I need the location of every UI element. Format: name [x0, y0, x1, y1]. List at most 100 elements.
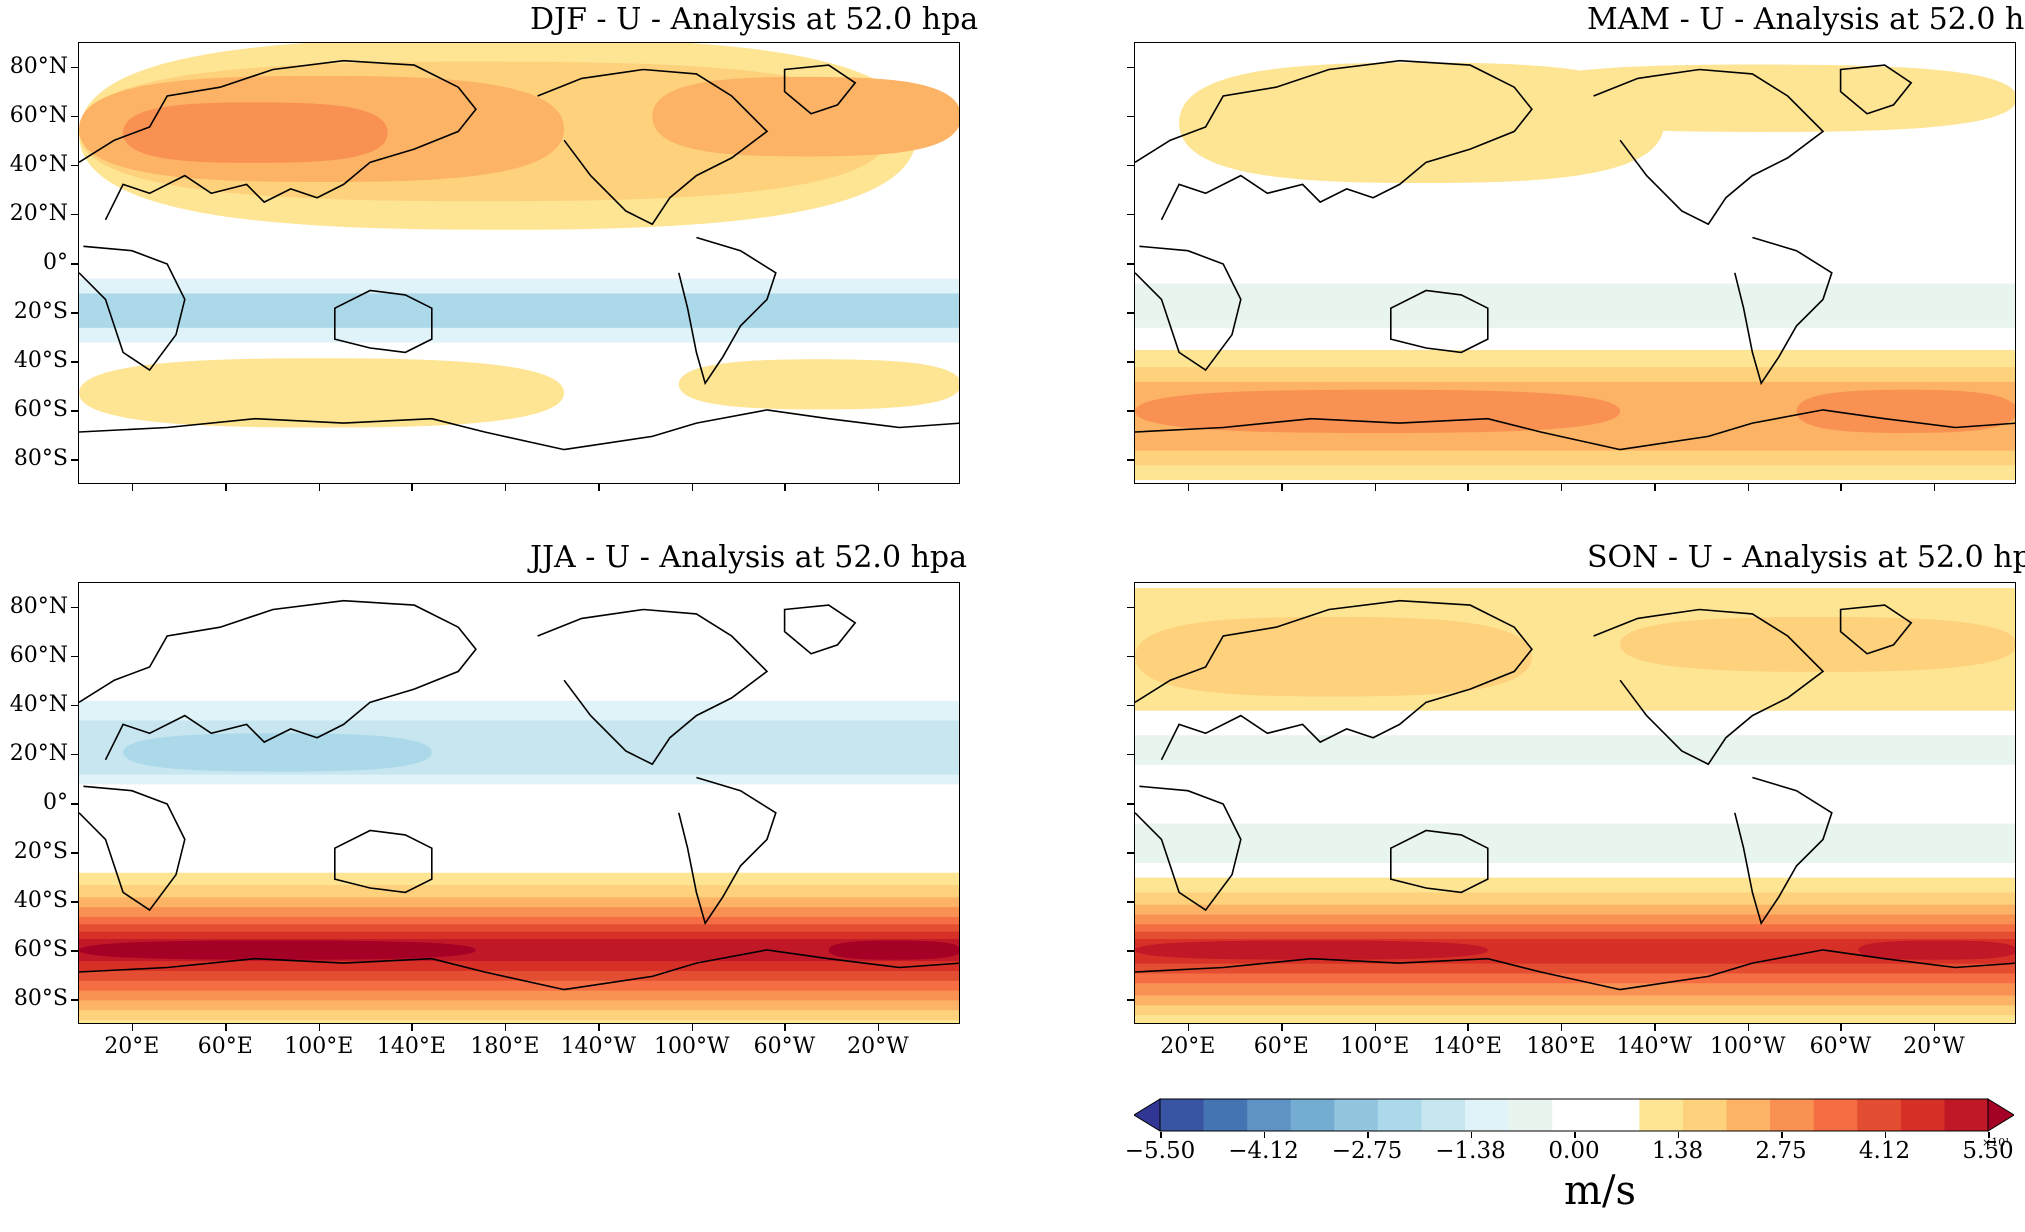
lat-tick — [71, 852, 78, 854]
lat-tick — [1127, 704, 1134, 707]
lat-label: 60°N — [9, 642, 68, 668]
contour-band — [1135, 940, 1488, 960]
lat-label: 60°S — [13, 937, 68, 963]
map-field — [79, 43, 959, 451]
colorbar-segment — [1726, 1099, 1771, 1131]
colorbar-tick-label: 5.50 — [1962, 1138, 2014, 1164]
lon-tick — [1467, 484, 1469, 491]
colorbar-tick — [1781, 1132, 1783, 1138]
colorbar-tick — [1677, 1132, 1679, 1138]
lon-tick — [1654, 484, 1656, 491]
coastline — [79, 599, 477, 761]
lon-tick — [1747, 1024, 1750, 1031]
colorbar-tick-label: 2.75 — [1755, 1138, 1807, 1164]
lat-tick — [71, 901, 78, 903]
lat-label: 20°N — [9, 740, 68, 766]
colorbar-segment — [1770, 1099, 1815, 1131]
colorbar-segment — [1203, 1099, 1248, 1131]
lon-tick — [598, 1024, 600, 1031]
lon-tick — [598, 484, 600, 491]
lon-tick — [691, 1024, 694, 1031]
colorbar-segment — [1508, 1099, 1553, 1131]
lat-tick — [71, 115, 78, 118]
lat-label: 20°S — [13, 839, 68, 865]
contour-band — [1505, 64, 2015, 132]
contour-band — [79, 940, 476, 960]
lon-tick — [1374, 484, 1377, 491]
lat-tick — [1127, 410, 1134, 412]
lat-tick — [71, 213, 78, 216]
lon-label: 100°E — [1340, 1034, 1410, 1059]
colorbar-extend-min — [1134, 1098, 1161, 1132]
colorbar-segment — [1813, 1099, 1858, 1131]
contour-band — [1135, 735, 2015, 765]
lat-tick — [71, 410, 78, 412]
lat-tick — [71, 459, 78, 461]
contour-band — [79, 358, 565, 428]
panel-title: SON - U - Analysis at 52.0 hpa — [1587, 540, 2025, 575]
colorbar-tick-label: −1.38 — [1435, 1138, 1506, 1164]
lon-label: 180°E — [470, 1034, 540, 1059]
lat-tick — [71, 66, 78, 69]
lon-tick — [691, 484, 694, 491]
coastlines — [1135, 599, 2015, 991]
lat-tick — [71, 263, 78, 265]
lat-tick — [1127, 852, 1134, 854]
lat-tick — [71, 999, 78, 1001]
coastlines — [79, 599, 959, 991]
map-field — [79, 599, 959, 1023]
coastline — [678, 236, 777, 386]
contour-band — [1135, 823, 2015, 863]
coastline — [1734, 776, 1833, 926]
colorbar-tick — [1160, 1132, 1162, 1138]
lat-tick — [71, 704, 78, 707]
lat-tick — [71, 164, 78, 167]
lat-tick — [1127, 901, 1134, 903]
coastline — [1593, 68, 1825, 226]
lat-tick — [1127, 213, 1134, 216]
colorbar-tick-label: −2.75 — [1331, 1138, 1403, 1164]
panel-title: DJF - U - Analysis at 52.0 hpa — [530, 2, 979, 37]
lat-tick — [1127, 803, 1134, 805]
lon-tick — [504, 1024, 507, 1031]
lon-tick — [1840, 1024, 1842, 1031]
colorbar-segment — [1552, 1099, 1597, 1131]
lon-tick — [1187, 484, 1190, 491]
lon-tick — [318, 1024, 321, 1031]
lon-tick — [1281, 484, 1283, 491]
lat-tick — [71, 312, 78, 314]
colorbar-segment — [1334, 1099, 1379, 1131]
colorbar-tick — [1574, 1132, 1576, 1138]
colorbar-exponent: ×10¹ — [1982, 1136, 2010, 1149]
lat-label: 0° — [43, 790, 68, 815]
colorbar-segment — [1247, 1099, 1292, 1131]
colorbar-segment — [1857, 1099, 1902, 1131]
lon-tick — [131, 484, 134, 491]
lon-label: 20°E — [104, 1034, 160, 1059]
lat-label: 80°N — [9, 53, 68, 79]
contour-band — [678, 359, 959, 410]
lat-tick — [1127, 655, 1134, 658]
colorbar-segment — [1160, 1099, 1205, 1131]
coastline — [334, 829, 433, 894]
coastline — [783, 64, 857, 115]
lat-tick — [1127, 950, 1134, 952]
lon-label: 140°E — [1432, 1034, 1502, 1059]
lat-tick — [71, 803, 78, 805]
lon-tick — [877, 484, 880, 491]
lon-tick — [1281, 1024, 1283, 1031]
map-field — [1135, 59, 2015, 481]
colorbar-frame — [1159, 1098, 1989, 1132]
contour-band — [828, 940, 959, 960]
contour-band — [1858, 940, 2015, 960]
coastline — [1135, 245, 1242, 372]
lon-label: 140°W — [1616, 1034, 1693, 1059]
coastline — [1839, 604, 1913, 655]
lon-label: 60°W — [753, 1034, 816, 1059]
lon-tick — [1467, 1024, 1469, 1031]
lat-tick — [71, 361, 78, 363]
coastline — [79, 785, 186, 912]
lon-label: 140°W — [560, 1034, 637, 1059]
lon-label: 140°E — [376, 1034, 446, 1059]
coastline — [537, 68, 769, 226]
